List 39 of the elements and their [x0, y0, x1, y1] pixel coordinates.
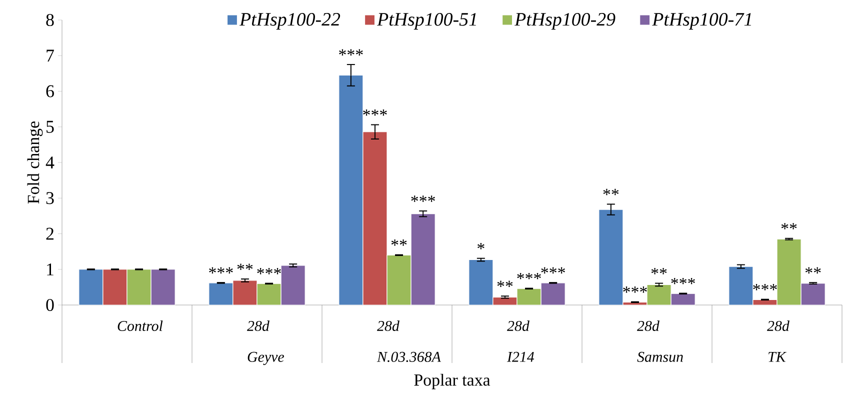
data-label: *** [411, 196, 435, 202]
data-label: *** [209, 267, 233, 274]
data-label: * [478, 243, 484, 250]
data-label: *** [671, 278, 695, 284]
data-label: *** [753, 284, 777, 290]
data-label: *** [363, 109, 387, 116]
data-label: ** [603, 188, 619, 196]
data-label: ** [391, 239, 407, 246]
y-axis-title: Fold change [27, 121, 43, 204]
data-label: ** [651, 268, 667, 274]
legend-label: PtHsp100-51 [376, 12, 476, 30]
y-tick-label: 5 [46, 120, 54, 133]
data-label: *** [541, 267, 565, 274]
legend-label: PtHsp100-29 [514, 12, 616, 30]
data-label: ** [805, 267, 821, 274]
data-label: ** [237, 264, 253, 270]
x-axis-title: Poplar taxa [414, 374, 490, 390]
data-label: ** [497, 280, 513, 288]
category-label: 28d Geyve [247, 320, 284, 365]
legend-label: PtHsp100-22 [239, 12, 340, 30]
category-label: 28d N.03.368A [376, 320, 441, 362]
y-tick-label: 6 [46, 85, 54, 98]
data-label: *** [517, 272, 541, 280]
y-tick-label: 4 [46, 156, 54, 168]
category-label: 28d Samsun [637, 320, 683, 362]
y-tick-label: 1 [47, 263, 54, 276]
legend-label: PtHsp100-71 [652, 12, 752, 30]
y-tick-label: 7 [46, 50, 54, 62]
category-label: 28d I214 [506, 320, 534, 362]
data-label: *** [257, 268, 281, 274]
y-tick-label: 8 [46, 14, 54, 26]
category-label: 28d TK [767, 320, 790, 362]
data-label: *** [623, 286, 647, 293]
y-tick-label: 2 [46, 228, 54, 240]
x-tick-label: Control [118, 320, 163, 332]
data-label: ** [781, 223, 797, 230]
y-tick-label: 3 [46, 192, 54, 204]
y-tick-label: 0 [46, 298, 54, 312]
data-label: *** [339, 49, 363, 56]
